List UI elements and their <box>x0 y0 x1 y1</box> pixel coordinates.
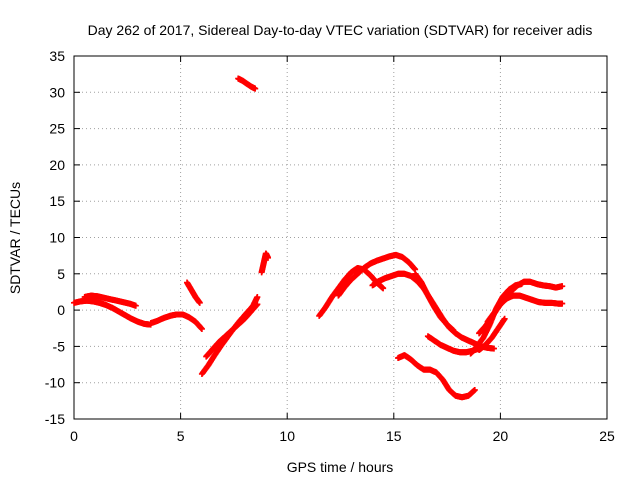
y-tick-label: 25 <box>49 121 65 137</box>
chart-title: Day 262 of 2017, Sidereal Day-to-day VTE… <box>88 22 593 38</box>
data-point <box>491 345 498 352</box>
y-tick-label: -15 <box>45 411 65 427</box>
series-arc-morning-2 <box>203 301 261 360</box>
data-point <box>265 254 272 261</box>
x-tick-label: 15 <box>386 428 402 444</box>
y-tick-label: 0 <box>57 302 65 318</box>
x-tick-label: 0 <box>70 428 78 444</box>
y-tick-label: -5 <box>53 338 66 354</box>
y-axis-label: SDTVAR / TECUs <box>7 182 23 294</box>
x-tick-label: 20 <box>493 428 509 444</box>
series-arc-early-3 <box>147 311 205 332</box>
series-arc-early-2 <box>81 292 139 309</box>
y-tick-label: 10 <box>49 230 65 246</box>
series-arc-early-4 <box>183 279 203 306</box>
data-point <box>198 325 205 332</box>
data-point <box>559 300 566 307</box>
y-tick-label: 15 <box>49 193 65 209</box>
y-tick-label: 5 <box>57 266 65 282</box>
data-point <box>132 302 139 309</box>
x-axis-label: GPS time / hours <box>287 459 394 475</box>
series-arc-morning-3 <box>235 75 259 92</box>
series-arc-early-1 <box>71 297 154 328</box>
data-point <box>380 285 387 292</box>
y-tick-label: -10 <box>45 375 65 391</box>
data-point <box>252 85 259 92</box>
axis-ticks: 0 5 10 15 20 25 -15 -10 -5 0 5 10 15 20 25 30 35 <box>45 48 615 444</box>
x-tick-label: 10 <box>279 428 295 444</box>
y-tick-label: 20 <box>49 157 65 173</box>
data-points <box>71 75 566 401</box>
series-arc-afternoon-5 <box>484 292 566 325</box>
data-point <box>559 283 566 290</box>
data-point <box>450 327 457 334</box>
data-point <box>254 301 261 308</box>
x-tick-label: 5 <box>177 428 185 444</box>
data-point <box>254 294 261 301</box>
data-point <box>501 315 508 322</box>
x-tick-label: 25 <box>599 428 615 444</box>
y-tick-label: 35 <box>49 48 65 64</box>
series-arc-afternoon-1 <box>395 352 478 401</box>
series-arc-morning-4 <box>258 250 272 276</box>
y-tick-label: 30 <box>49 84 65 100</box>
series-arc-noon-2 <box>335 251 419 299</box>
grid-lines <box>74 56 607 419</box>
series-arc-afternoon-6 <box>476 315 508 354</box>
data-point <box>471 386 478 393</box>
series-arc-noon-4 <box>412 270 457 334</box>
data-point <box>196 299 203 306</box>
